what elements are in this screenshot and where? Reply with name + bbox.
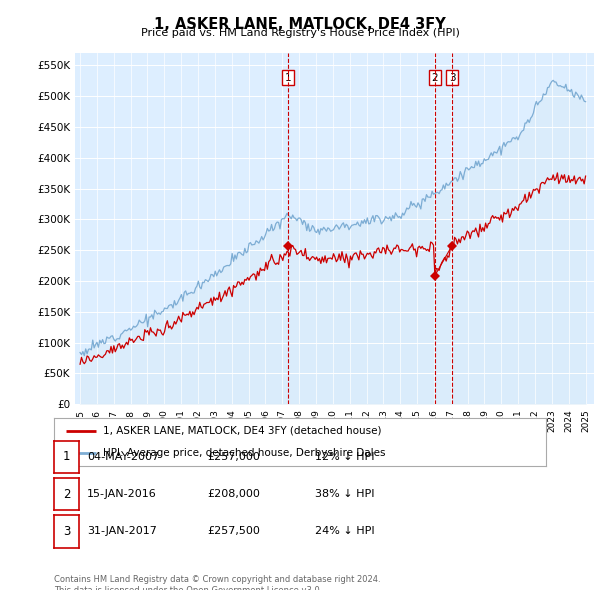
Text: 1, ASKER LANE, MATLOCK, DE4 3FY: 1, ASKER LANE, MATLOCK, DE4 3FY (154, 17, 446, 31)
Text: 38% ↓ HPI: 38% ↓ HPI (315, 489, 374, 499)
Text: £208,000: £208,000 (207, 489, 260, 499)
Text: 3: 3 (63, 525, 70, 538)
Text: 1: 1 (63, 450, 70, 464)
Text: 31-JAN-2017: 31-JAN-2017 (87, 526, 157, 536)
Text: 2: 2 (63, 487, 70, 501)
Text: 1: 1 (284, 73, 292, 83)
Text: £257,500: £257,500 (207, 526, 260, 536)
Text: Contains HM Land Registry data © Crown copyright and database right 2024.
This d: Contains HM Land Registry data © Crown c… (54, 575, 380, 590)
Text: 12% ↓ HPI: 12% ↓ HPI (315, 452, 374, 462)
Text: Price paid vs. HM Land Registry's House Price Index (HPI): Price paid vs. HM Land Registry's House … (140, 28, 460, 38)
Text: 3: 3 (449, 73, 455, 83)
Text: 24% ↓ HPI: 24% ↓ HPI (315, 526, 374, 536)
Text: HPI: Average price, detached house, Derbyshire Dales: HPI: Average price, detached house, Derb… (103, 448, 386, 458)
Text: 2: 2 (431, 73, 438, 83)
Text: £257,000: £257,000 (207, 452, 260, 462)
Text: 04-MAY-2007: 04-MAY-2007 (87, 452, 159, 462)
Text: 15-JAN-2016: 15-JAN-2016 (87, 489, 157, 499)
Text: 1, ASKER LANE, MATLOCK, DE4 3FY (detached house): 1, ASKER LANE, MATLOCK, DE4 3FY (detache… (103, 426, 382, 436)
